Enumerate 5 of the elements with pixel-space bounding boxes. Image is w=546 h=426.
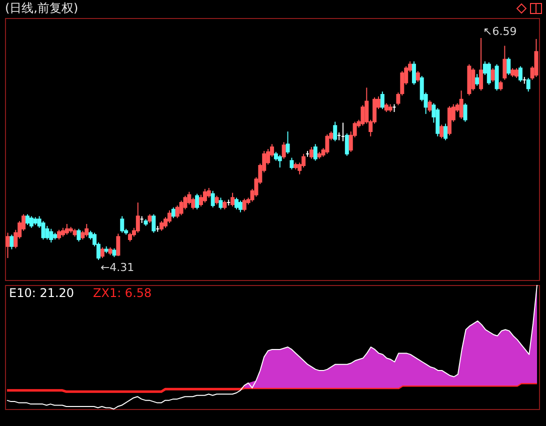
annotation: ↖6.59 <box>483 25 517 38</box>
chart-title: (日线,前复权) <box>5 1 78 15</box>
text: ZX1: 6.58 <box>93 286 152 300</box>
text: E10: 21.20 <box>9 286 74 300</box>
text: ←4.31 <box>100 261 134 274</box>
